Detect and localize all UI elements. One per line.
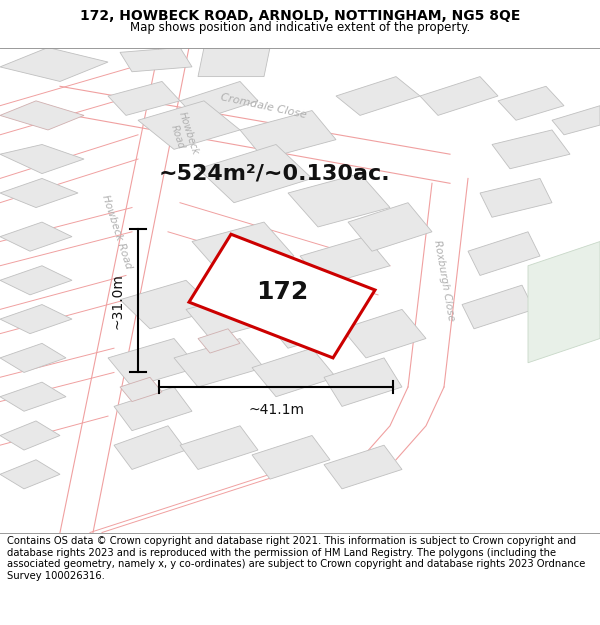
Polygon shape xyxy=(492,130,570,169)
Polygon shape xyxy=(174,339,264,387)
Polygon shape xyxy=(0,421,60,450)
Text: ~524m²/~0.130ac.: ~524m²/~0.130ac. xyxy=(159,164,391,184)
Polygon shape xyxy=(0,179,78,208)
Polygon shape xyxy=(198,329,240,353)
Polygon shape xyxy=(0,343,66,372)
Text: Cromdale Close: Cromdale Close xyxy=(220,92,308,120)
Polygon shape xyxy=(0,101,84,130)
Polygon shape xyxy=(0,460,60,489)
Polygon shape xyxy=(120,378,162,401)
Polygon shape xyxy=(0,382,66,411)
Polygon shape xyxy=(348,202,432,251)
Polygon shape xyxy=(528,241,600,362)
Polygon shape xyxy=(252,348,336,397)
Polygon shape xyxy=(264,300,354,348)
Polygon shape xyxy=(189,234,375,358)
Text: Roxburgh Close: Roxburgh Close xyxy=(432,239,456,321)
Polygon shape xyxy=(0,304,72,334)
Polygon shape xyxy=(114,426,186,469)
Polygon shape xyxy=(0,144,84,174)
Polygon shape xyxy=(420,77,498,116)
Polygon shape xyxy=(288,174,390,227)
Polygon shape xyxy=(462,285,534,329)
Polygon shape xyxy=(120,280,216,329)
Polygon shape xyxy=(0,222,72,251)
Text: Map shows position and indicative extent of the property.: Map shows position and indicative extent… xyxy=(130,21,470,34)
Polygon shape xyxy=(198,144,312,202)
Polygon shape xyxy=(180,426,258,469)
Polygon shape xyxy=(180,81,258,120)
Polygon shape xyxy=(252,436,330,479)
Text: Howbeck Road: Howbeck Road xyxy=(100,194,134,270)
Polygon shape xyxy=(468,232,540,276)
Polygon shape xyxy=(480,179,552,217)
Polygon shape xyxy=(0,48,108,81)
Text: ~31.0m: ~31.0m xyxy=(111,273,125,329)
Polygon shape xyxy=(288,309,330,334)
Polygon shape xyxy=(498,86,564,120)
Polygon shape xyxy=(186,290,282,339)
Polygon shape xyxy=(240,111,336,159)
Polygon shape xyxy=(138,101,240,149)
Polygon shape xyxy=(114,387,192,431)
Polygon shape xyxy=(120,48,192,72)
Text: 172: 172 xyxy=(256,281,308,304)
Polygon shape xyxy=(324,358,402,406)
Polygon shape xyxy=(336,77,420,116)
Text: Contains OS data © Crown copyright and database right 2021. This information is : Contains OS data © Crown copyright and d… xyxy=(7,536,586,581)
Polygon shape xyxy=(192,222,294,276)
Text: ~41.1m: ~41.1m xyxy=(248,402,304,416)
Text: 172, HOWBECK ROAD, ARNOLD, NOTTINGHAM, NG5 8QE: 172, HOWBECK ROAD, ARNOLD, NOTTINGHAM, N… xyxy=(80,9,520,24)
Polygon shape xyxy=(300,237,390,285)
Polygon shape xyxy=(324,445,402,489)
Polygon shape xyxy=(0,266,72,295)
Polygon shape xyxy=(342,309,426,358)
Text: Howbeck
Road: Howbeck Road xyxy=(166,110,200,159)
Polygon shape xyxy=(198,48,270,77)
Polygon shape xyxy=(552,106,600,135)
Polygon shape xyxy=(108,81,180,116)
Polygon shape xyxy=(108,339,198,387)
